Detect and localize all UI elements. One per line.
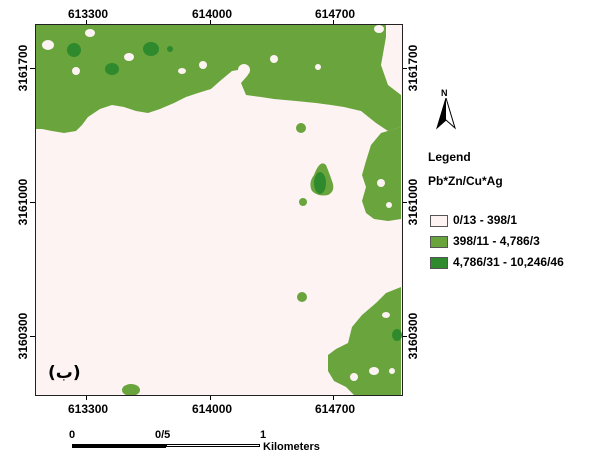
low-class-hole-4 [124, 53, 134, 61]
legend-swatch-low [430, 215, 448, 227]
low-class-hole-3 [72, 67, 80, 75]
legend-swatch-mid [430, 236, 448, 248]
low-class-hole-5 [178, 68, 186, 74]
legend-title: Legend [428, 150, 471, 164]
scale-label-half: 0/5 [155, 429, 171, 441]
tick-right-3 [402, 336, 407, 337]
low-class-hole-13 [369, 367, 379, 375]
low-class-hole-7 [238, 64, 250, 76]
high-class-spot-3 [105, 63, 119, 75]
tick-bottom-3 [333, 395, 334, 400]
scale-segment-2 [166, 444, 260, 447]
tick-bottom-2 [210, 395, 211, 400]
x-label-bottom-2: 614000 [192, 402, 233, 416]
low-class-hole-11 [377, 179, 385, 187]
mid-class-dot-1 [296, 123, 306, 133]
high-class-spot-2 [143, 42, 159, 56]
tick-left-2 [30, 202, 35, 203]
y-label-right-3: 3160300 [406, 312, 420, 360]
scale-label-0: 0 [69, 429, 76, 441]
tick-left-1 [30, 68, 35, 69]
low-class-hole-16 [354, 213, 362, 221]
mid-class-region-east [362, 127, 401, 221]
low-class-hole-8 [270, 55, 278, 63]
tick-bottom-1 [86, 395, 87, 400]
north-arrow: N [435, 88, 457, 132]
x-label-top-2: 614000 [192, 7, 233, 21]
y-label-left-1: 3161700 [16, 44, 30, 92]
x-label-top-3: 614700 [315, 7, 356, 21]
legend-subtitle: Pb*Zn/Cu*Ag [428, 174, 503, 188]
legend-label-mid: 398/11 - 4,786/3 [453, 234, 540, 248]
tick-right-1 [402, 68, 407, 69]
scale-unit: Kilometers [263, 441, 320, 453]
panel-label: (ب) [48, 363, 81, 383]
north-arrow-icon [436, 98, 456, 130]
x-label-bottom-3: 614700 [315, 402, 356, 416]
north-letter: N [441, 88, 448, 98]
low-class-hole-1 [42, 40, 54, 50]
high-class-spot-4 [314, 172, 326, 194]
y-label-right-2: 3161000 [406, 178, 420, 226]
scale-segment-1 [72, 444, 166, 448]
high-class-spot-6 [167, 46, 173, 52]
tick-top-2 [210, 20, 211, 25]
tick-left-3 [30, 336, 35, 337]
legend-swatch-high [430, 257, 448, 269]
low-class-hole-6 [199, 61, 207, 69]
low-class-hole-15 [389, 368, 395, 374]
map-raster [36, 25, 402, 395]
scale-label-1: 1 [260, 429, 267, 441]
low-class-hole-17 [382, 312, 390, 318]
low-class-hole-10 [374, 25, 384, 33]
mid-class-region-north [36, 25, 401, 133]
map-frame: (ب) [35, 24, 403, 396]
y-label-left-3: 3160300 [16, 312, 30, 360]
tick-top-1 [86, 20, 87, 25]
legend-label-low: 0/13 - 398/1 [453, 213, 518, 227]
high-class-spot-1 [67, 43, 81, 57]
x-label-top-1: 613300 [68, 7, 109, 21]
high-class-spot-5 [392, 329, 402, 341]
mid-class-dot-4 [122, 384, 140, 395]
mid-class-dot-3 [297, 292, 307, 302]
x-label-bottom-1: 613300 [68, 402, 109, 416]
low-class-hole-9 [315, 64, 321, 70]
legend-label-high: 4,786/31 - 10,246/46 [453, 255, 564, 269]
y-label-right-1: 3161700 [406, 44, 420, 92]
tick-top-3 [333, 20, 334, 25]
low-class-hole-2 [85, 29, 95, 37]
y-label-left-2: 3161000 [16, 178, 30, 226]
low-class-hole-14 [350, 373, 358, 381]
low-class-hole-12 [386, 202, 392, 208]
tick-right-2 [402, 202, 407, 203]
mid-class-dot-2 [299, 198, 307, 206]
